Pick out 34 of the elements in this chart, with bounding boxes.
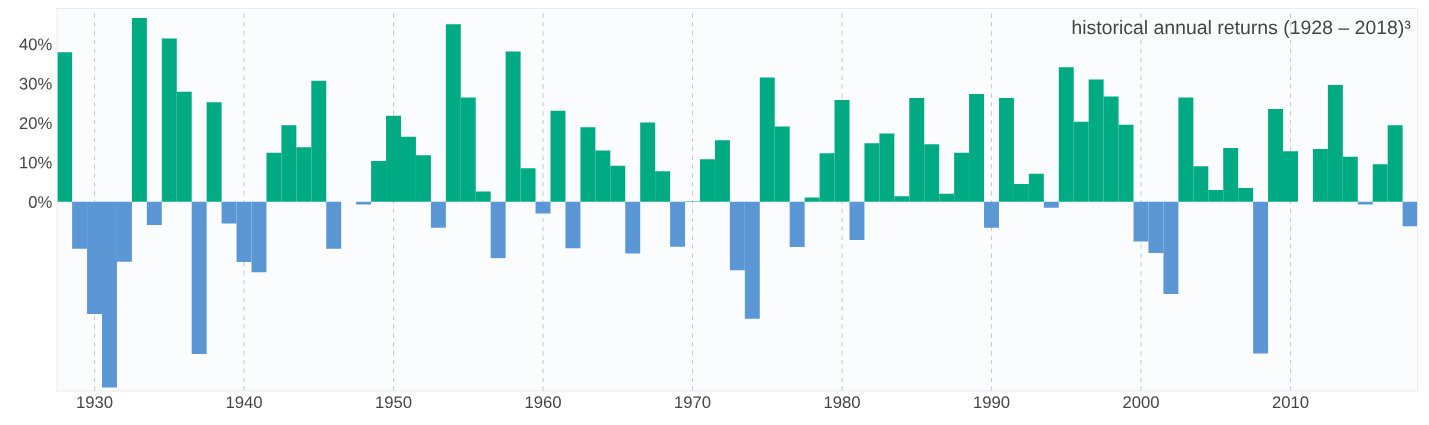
bar [625, 201, 641, 254]
bar [131, 17, 147, 202]
bar [565, 201, 581, 249]
bar [191, 201, 207, 354]
bar [57, 52, 73, 202]
x-tick-label: 2000 [1123, 396, 1159, 409]
x-tick-label: 1980 [824, 396, 860, 409]
bar [1402, 201, 1418, 227]
y-tick-label: 30% [19, 77, 52, 90]
x-tick-label: 1930 [77, 396, 113, 409]
bar [535, 201, 551, 214]
bar [849, 201, 865, 240]
y-tick-label: 10% [20, 156, 52, 169]
y-tick-label: 0% [28, 196, 52, 208]
bar [984, 201, 999, 228]
bar [146, 201, 162, 225]
bar [430, 201, 446, 228]
bar [490, 201, 506, 259]
bar [326, 201, 342, 249]
bar [1253, 201, 1269, 354]
x-tick-label: 1990 [974, 396, 1010, 409]
bar [550, 110, 566, 202]
bar [206, 102, 222, 202]
x-tick-label: 2010 [1272, 396, 1309, 409]
x-tick-label: 1950 [376, 396, 412, 409]
bar [789, 201, 805, 248]
text: historical annual returns (1928 – 2018)³ [1072, 19, 1411, 39]
x-tick-label: 1940 [226, 396, 262, 409]
bar [1043, 201, 1059, 208]
x-tick-label: 1960 [525, 396, 561, 409]
x-tick-label: 1970 [675, 396, 711, 409]
y-tick-label: 20% [19, 117, 52, 130]
bar [670, 201, 686, 247]
y-tick-label: 40% [19, 38, 52, 51]
